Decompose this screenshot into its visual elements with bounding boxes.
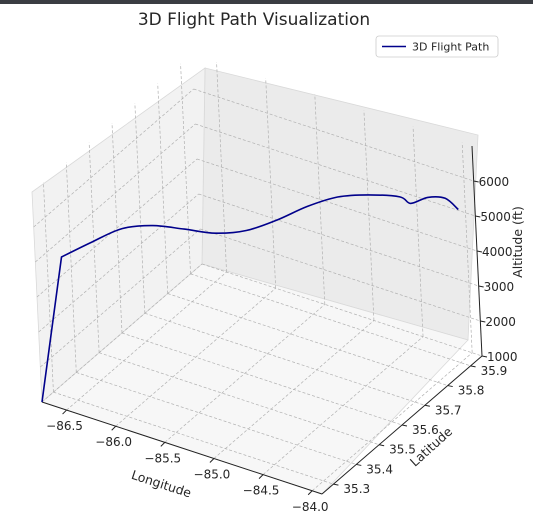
grid-line-x (314, 94, 326, 305)
legend: 3D Flight Path (375, 35, 499, 58)
x-tick-label: −86.0 (95, 435, 132, 449)
grid-line-y (121, 332, 403, 426)
grid-line-z (198, 193, 479, 287)
window-top-bar (0, 0, 533, 4)
x-tick (209, 458, 215, 463)
y-tick (356, 463, 362, 466)
grid-line-z (33, 88, 194, 228)
z-axis-label: Altitude (ft) (510, 206, 525, 278)
y-tick-label: 35.7 (435, 403, 462, 417)
z-tick-label: 5000 (480, 210, 511, 224)
grid-line-y (53, 391, 334, 485)
grid-line-z (41, 263, 203, 403)
grid-line-x (461, 142, 473, 353)
z-tick (476, 250, 483, 253)
x-tick (307, 490, 313, 496)
grid-line-z (35, 123, 196, 263)
z-tick (481, 355, 488, 358)
x-tick-label: −84.5 (243, 484, 280, 498)
grid-line-y (99, 352, 380, 446)
grid-line-z (193, 88, 474, 182)
y-tick (379, 444, 385, 447)
y-tick-label: 35.9 (481, 364, 508, 378)
x-axis-line (41, 401, 323, 495)
grid-line-y (76, 372, 357, 465)
z-tick-label: 6000 (479, 175, 510, 189)
y-tick-label: 35.3 (343, 482, 370, 496)
grid-line-z (196, 158, 478, 252)
z-tick-label: 4000 (482, 245, 513, 259)
y-tick (401, 424, 408, 427)
x-tick (258, 474, 264, 479)
legend-label: 3D Flight Path (412, 41, 489, 54)
grid-line-z (38, 193, 199, 333)
grid-line-y (190, 273, 471, 367)
z-tick (478, 285, 484, 288)
z-tick (475, 215, 481, 218)
flight-path-line (41, 194, 459, 403)
grid-line-z (36, 158, 198, 298)
x-tick (160, 441, 166, 447)
y-tick-label: 35.4 (366, 462, 393, 476)
grid-line-x (164, 304, 326, 443)
series-layer (41, 194, 459, 403)
grid-line-z (195, 123, 476, 217)
x-tick-label: −84.0 (292, 500, 329, 514)
z-tick-label: 1000 (487, 350, 518, 364)
x-tick (62, 409, 67, 415)
x-tick (111, 425, 117, 431)
chart-title: 3D Flight Path Visualization (138, 10, 370, 30)
x-axis-label: Longitude (130, 467, 194, 501)
x-tick-label: −86.5 (46, 419, 83, 433)
z-tick-label: 3000 (484, 280, 515, 294)
y-tick (424, 404, 430, 407)
y-tick (447, 385, 453, 388)
grid-line-z (40, 228, 201, 368)
legend-box (375, 35, 499, 58)
z-tick (480, 320, 486, 323)
y-tick (333, 483, 339, 486)
z-tick-label: 2000 (485, 315, 516, 329)
z-tick (473, 180, 479, 183)
y-tick (470, 365, 476, 368)
y-tick-label: 35.5 (389, 443, 416, 457)
x-tick-label: −85.5 (144, 451, 181, 465)
grid-line-z (200, 228, 481, 322)
grid-line-y (167, 293, 448, 386)
y-tick-label: 35.6 (412, 423, 439, 437)
y-tick-label: 35.8 (458, 384, 485, 398)
grid-lines (33, 62, 483, 492)
grid-line-z (201, 263, 483, 357)
grid-line-x (311, 352, 473, 492)
x-tick-label: −85.0 (194, 467, 231, 481)
grid-line-y (144, 312, 425, 406)
